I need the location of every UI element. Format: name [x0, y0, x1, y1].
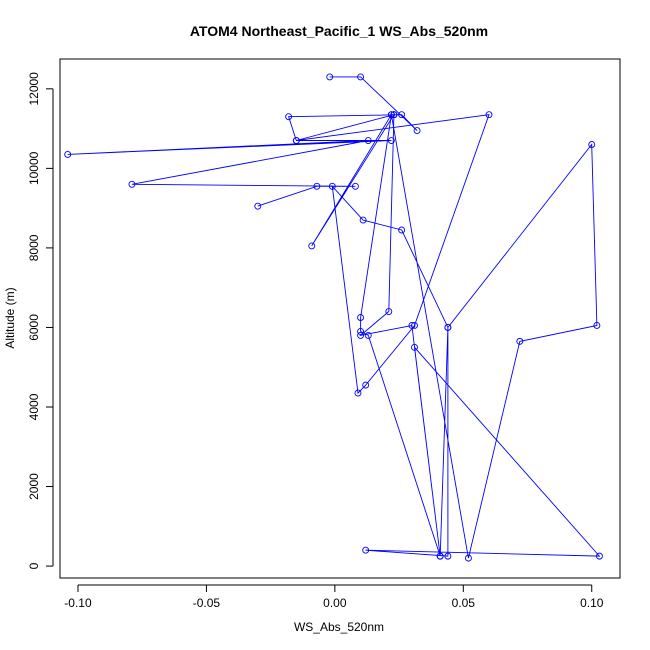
y-tick-label: 4000: [27, 393, 41, 420]
x-tick-label: -0.10: [64, 596, 92, 610]
data-point: [387, 111, 395, 119]
data-point: [357, 314, 365, 321]
data-point: [444, 552, 452, 560]
data-point: [411, 322, 418, 329]
y-axis: 0 2000 4000 6000 8000 10000 12000: [27, 72, 54, 569]
y-tick-label: 8000: [27, 234, 41, 261]
data-point: [326, 73, 334, 81]
data-point: [516, 337, 524, 345]
data-point: [364, 137, 372, 144]
x-axis: -0.10 -0.05 0.00 0.05 0.10: [64, 584, 604, 610]
data-point: [285, 113, 293, 121]
data-point: [390, 111, 398, 119]
data-point: [254, 202, 262, 210]
data-point: [595, 552, 603, 560]
data-point: [308, 242, 316, 250]
x-tick-label: 0.00: [323, 596, 347, 610]
data-point: [398, 111, 406, 119]
data-point: [354, 389, 362, 397]
data-point: [411, 343, 418, 351]
x-tick-label: 0.05: [452, 596, 476, 610]
data-point: [362, 546, 370, 554]
data-point: [464, 554, 472, 562]
data-point: [593, 322, 601, 329]
data-point: [362, 381, 370, 389]
data-point: [359, 216, 367, 224]
series-points: [64, 73, 603, 562]
y-tick-label: 0: [27, 562, 41, 569]
plot-frame: [59, 58, 621, 579]
chart-title: ATOM4 Northeast_Pacific_1 WS_Abs_520nm: [190, 23, 488, 39]
data-point: [588, 141, 596, 148]
data-point: [387, 137, 395, 144]
data-point: [357, 331, 365, 339]
y-tick-label: 6000: [27, 314, 41, 341]
data-point: [351, 182, 359, 190]
x-tick-label: -0.05: [193, 596, 221, 610]
y-tick-label: 2000: [27, 473, 41, 500]
data-point: [128, 180, 136, 188]
data-point: [357, 327, 365, 335]
data-point: [64, 150, 72, 158]
data-point: [408, 322, 416, 329]
data-point: [385, 308, 393, 315]
x-axis-label: WS_Abs_520nm: [294, 620, 384, 634]
series-line: [67, 76, 601, 559]
x-tick-label: 0.10: [580, 596, 604, 610]
data-point: [398, 226, 406, 234]
data-point: [292, 137, 300, 144]
data-point: [485, 111, 493, 119]
series-path: [67, 76, 601, 559]
data-point: [413, 127, 421, 135]
data-point: [328, 182, 336, 190]
data-point: [364, 331, 372, 339]
data-point: [444, 323, 452, 331]
data-point: [313, 182, 321, 190]
y-tick-label: 12000: [27, 72, 41, 106]
y-axis-label: Altitude (m): [3, 287, 17, 348]
data-point: [436, 552, 444, 560]
y-tick-label: 10000: [27, 151, 41, 185]
data-point: [357, 73, 365, 81]
